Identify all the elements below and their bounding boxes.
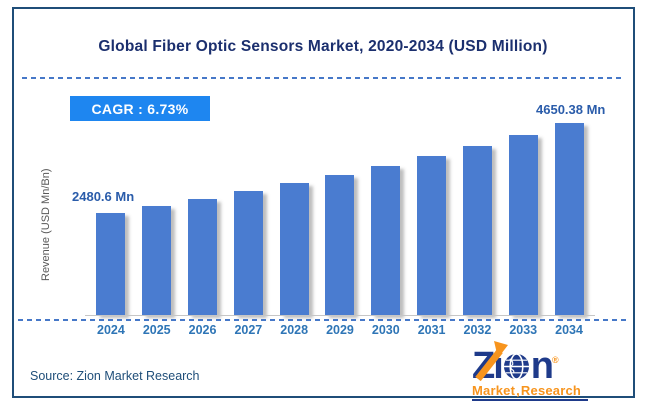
bar-2025 bbox=[142, 205, 172, 315]
x-tick-2031: 2031 bbox=[417, 323, 446, 337]
x-tick-2025: 2025 bbox=[142, 323, 171, 337]
registered-trademark-icon: ® bbox=[552, 355, 559, 365]
baseline-dashed-line bbox=[18, 319, 628, 321]
bar-column-2025 bbox=[134, 120, 180, 315]
data-label-2034: 4650.38 Mn bbox=[536, 102, 606, 117]
bar-2029 bbox=[325, 174, 355, 315]
chart-title: Global Fiber Optic Sensors Market, 2020-… bbox=[98, 38, 548, 55]
x-tick-2026: 2026 bbox=[188, 323, 217, 337]
logo-letter-z: Z bbox=[472, 345, 495, 387]
x-axis-line bbox=[85, 315, 595, 316]
title-divider-dashed-line bbox=[22, 77, 624, 79]
x-tick-2024: 2024 bbox=[97, 323, 125, 337]
bar-column-2034 bbox=[546, 120, 592, 315]
globe-icon bbox=[503, 353, 529, 380]
logo-research-text: Research bbox=[520, 383, 582, 398]
x-tick-2028: 2028 bbox=[280, 323, 309, 337]
source-text: Source: Zion Market Research bbox=[30, 369, 200, 383]
x-tick-2027: 2027 bbox=[234, 323, 263, 337]
bar-2028 bbox=[279, 183, 309, 315]
logo-tagline: Market, Research bbox=[472, 383, 588, 401]
x-tick-2029: 2029 bbox=[326, 323, 354, 337]
bar-column-2029 bbox=[317, 120, 363, 315]
bar-2026 bbox=[188, 198, 218, 315]
logo-letter-n: n bbox=[530, 345, 554, 387]
bar-2033 bbox=[508, 134, 538, 315]
bar-2024 bbox=[96, 212, 126, 315]
bar-2027 bbox=[233, 191, 263, 315]
data-label-2024: 2480.6 Mn bbox=[72, 189, 135, 204]
bar-column-2024 bbox=[88, 120, 134, 315]
y-axis-label: Revenue (USD Mn/Bn) bbox=[40, 168, 52, 282]
logo-market-text: Market bbox=[472, 383, 516, 398]
x-tick-2033: 2033 bbox=[509, 323, 538, 337]
x-tick-2030: 2030 bbox=[371, 323, 400, 337]
bar-column-2031 bbox=[409, 120, 455, 315]
x-tick-2034: 2034 bbox=[555, 323, 583, 337]
bar-column-2026 bbox=[180, 120, 226, 315]
logo-letter-i: i bbox=[493, 345, 503, 387]
logo-comma-mark: , bbox=[516, 383, 520, 398]
x-tick-2032: 2032 bbox=[463, 323, 492, 337]
bar-column-2028 bbox=[271, 120, 317, 315]
bar-2034 bbox=[554, 123, 584, 315]
bar-column-2030 bbox=[363, 120, 409, 315]
bar-chart-plot-area bbox=[88, 120, 592, 315]
bar-2030 bbox=[371, 165, 401, 315]
bar-2032 bbox=[462, 145, 492, 315]
x-axis-tick-labels: 2024 2025 2026 2027 2028 2029 2030 2031 2032 2033… bbox=[88, 323, 592, 337]
bar-column-2032 bbox=[455, 120, 501, 315]
bar-column-2033 bbox=[500, 120, 546, 315]
cagr-badge: CAGR : 6.73% bbox=[70, 96, 210, 121]
bar-column-2027 bbox=[225, 120, 271, 315]
bar-2031 bbox=[417, 156, 447, 315]
